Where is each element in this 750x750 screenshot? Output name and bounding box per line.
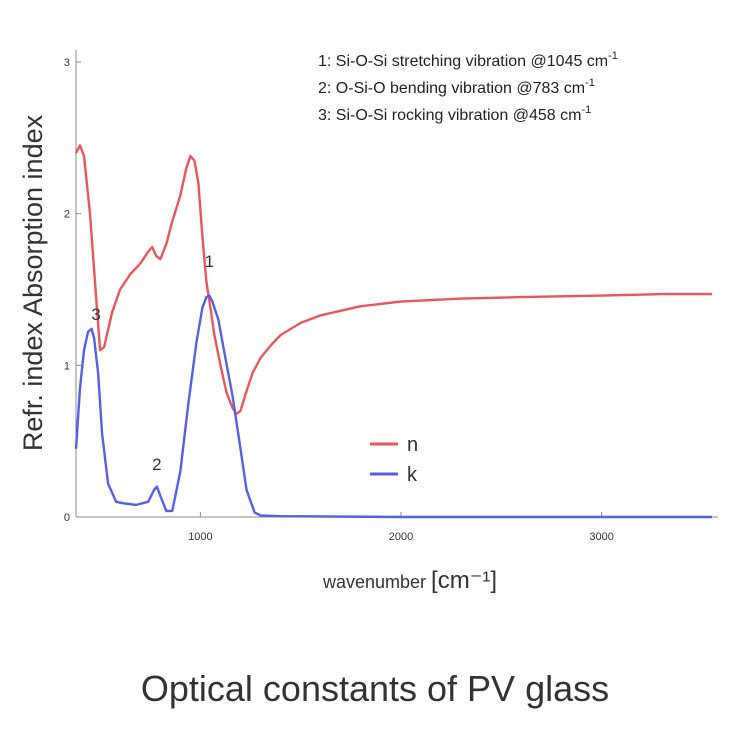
y-axis-title: Refr. index Absorption index: [18, 114, 48, 451]
peak-labels: 1 2 3: [91, 252, 214, 474]
annotation-block: 1: Si-O-Si stretching vibration @1045 cm…: [318, 50, 618, 124]
optical-constants-chart: 0 1 2 3 1000 2000 3000 Refr. index Absorption…: [18, 50, 718, 594]
x-tick-label: 3000: [589, 531, 613, 543]
series-layer: [74, 144, 712, 519]
y-tick-label: 2: [64, 209, 70, 221]
legend-label-k: k: [407, 464, 418, 486]
annotation-line-2: 2: O-Si-O bending vibration @783 cm-1: [318, 77, 595, 97]
y-axis-ticks: 0 1 2 3: [64, 57, 81, 524]
x-tick-label: 1000: [188, 531, 212, 543]
peak-label-2: 2: [152, 455, 161, 474]
peak-label-3: 3: [91, 305, 100, 324]
annotation-line-3: 3: Si-O-Si rocking vibration @458 cm-1: [318, 104, 591, 124]
chart-caption: Optical constants of PV glass: [140, 668, 610, 709]
series-line-n: [74, 144, 712, 416]
peak-label-1: 1: [205, 252, 214, 271]
x-tick-label: 2000: [389, 531, 413, 543]
annotation-line-1: 1: Si-O-Si stretching vibration @1045 cm…: [318, 50, 618, 70]
x-axis-ticks: 1000 2000 3000: [188, 512, 614, 543]
y-tick-label: 3: [64, 57, 70, 69]
series-line-k: [74, 294, 712, 519]
legend-label-n: n: [407, 434, 418, 456]
y-tick-label: 1: [64, 360, 70, 372]
legend: n k: [370, 434, 418, 486]
y-tick-label: 0: [64, 512, 70, 524]
x-axis-title: wavenumber [cm⁻¹]: [322, 567, 497, 594]
